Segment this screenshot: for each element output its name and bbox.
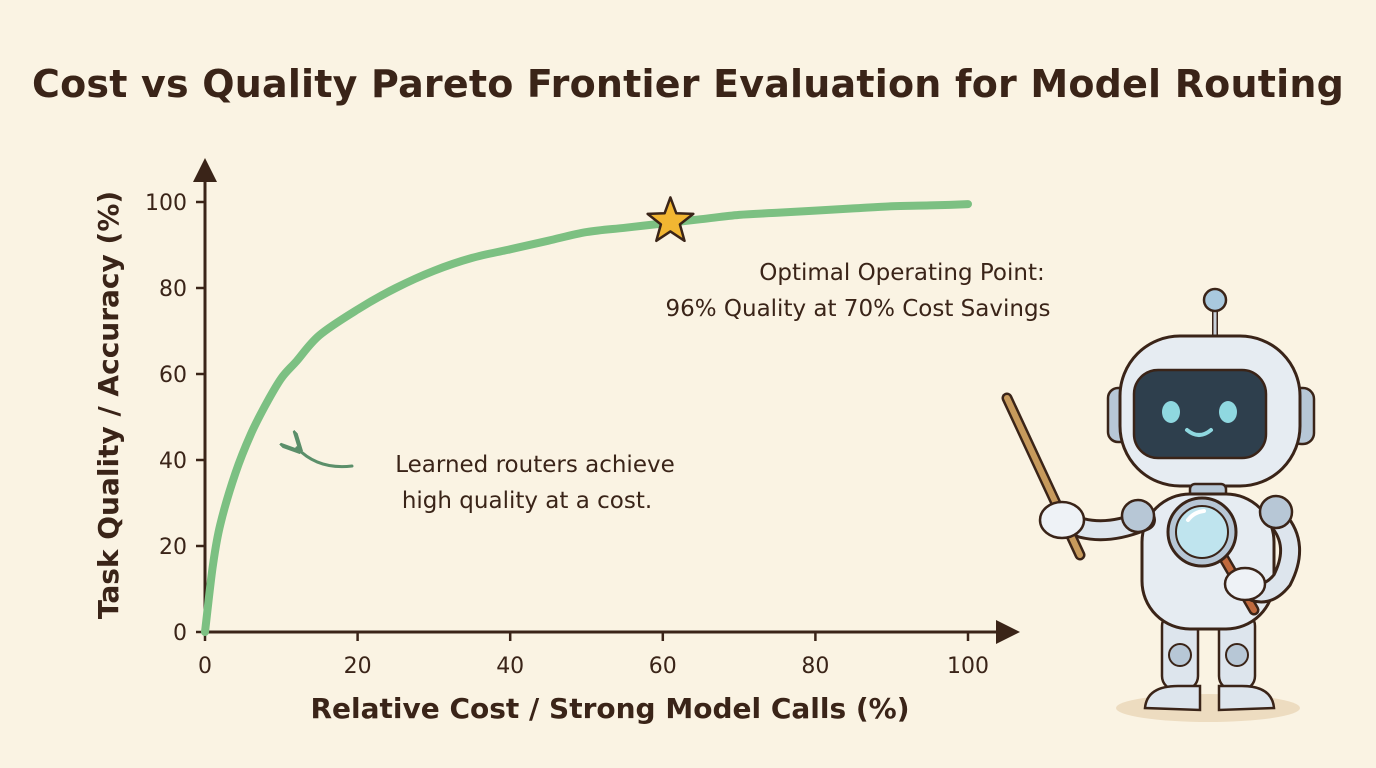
x-ticks: 0 20 40 60 80 100 [198,632,989,679]
x-tick-label: 60 [649,654,677,679]
y-tick-label: 100 [145,191,187,216]
x-tick-label: 100 [947,654,989,679]
x-axis-title: Relative Cost / Strong Model Calls (%) [310,692,909,725]
x-tick-label: 0 [198,654,212,679]
series-line-quality [201,200,972,636]
y-ticks: 0 20 40 60 80 100 [145,191,205,646]
x-tick-label: 80 [801,654,829,679]
y-axis-title: Task Quality / Accuracy (%) [92,191,125,619]
axes [193,158,1020,644]
router-annotation-arrow [297,448,354,469]
x-tick-label: 40 [496,654,524,679]
y-tick-label: 20 [159,535,187,560]
router-annotation-line2: high quality at a cost. [402,488,652,514]
optimal-point-annotation-line1: Optimal Operating Point: [759,260,1044,286]
optimal-point-star [646,196,695,243]
chart-title: Cost vs Quality Pareto Frontier Evaluati… [32,62,1344,106]
y-tick-label: 40 [159,449,187,474]
y-tick-label: 80 [159,277,187,302]
router-annotation-line1: Learned routers achieve [395,452,674,478]
optimal-point-annotation-line2: 96% Quality at 70% Cost Savings [665,296,1050,322]
x-tick-label: 20 [344,654,372,679]
robot-presenter-illustration [1001,287,1316,722]
y-tick-label: 60 [159,363,187,388]
y-tick-label: 0 [173,621,187,646]
